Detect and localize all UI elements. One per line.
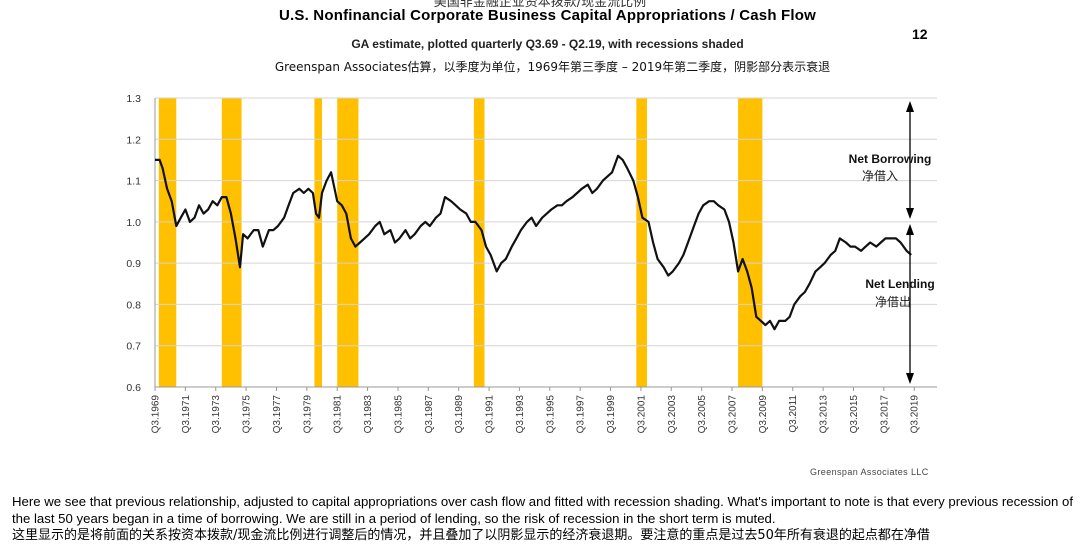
x-tick-label: Q3.1971: [181, 395, 192, 434]
arrow-up-icon: [906, 101, 914, 112]
y-tick-labels: 0.6 0.7 0.8 0.9 1.0 1.1 1.2 1.3: [126, 93, 141, 394]
recession-bands: [158, 98, 763, 387]
x-tick-label: Q3.1995: [545, 395, 556, 434]
x-tick-label: Q3.1989: [454, 395, 465, 434]
recession-band-3: [314, 98, 323, 387]
recession-band-5: [473, 98, 485, 387]
net-borrowing-label-cn: 净借入: [862, 169, 898, 183]
annotations: Net Borrowing 净借入 Net Lending 净借出: [849, 101, 935, 384]
y-tick-label: 1.0: [126, 217, 141, 229]
x-tick-label: Q3.2013: [819, 395, 830, 434]
series-line: [155, 154, 912, 331]
x-tick-label: Q3.2015: [849, 395, 860, 434]
chart-title: U.S. Nonfinancial Corporate Business Cap…: [278, 7, 817, 24]
caption-text: Here we see that previous relationship, …: [12, 494, 1074, 526]
x-tick-label: Q3.2019: [910, 395, 921, 434]
source-credit: Greenspan Associates LLC: [810, 467, 929, 477]
x-tick-label: Q3.1977: [272, 395, 283, 434]
arrow-down-icon: [906, 208, 914, 219]
x-tick-label: Q3.1985: [393, 395, 404, 434]
chart-subtitle: GA estimate, plotted quarterly Q3.69 - Q…: [351, 37, 744, 51]
x-tick-label: Q3.1969: [151, 395, 162, 434]
net-lending-label: Net Lending: [865, 277, 934, 291]
x-tick-labels: Q3.1969 Q3.1971 Q3.1973 Q3.1975 Q3.1977 Q3.19…: [151, 387, 921, 433]
y-tick-label: 0.7: [126, 341, 141, 353]
x-tick-label: Q3.1973: [211, 395, 222, 434]
x-tick-label: Q3.2017: [879, 395, 890, 434]
x-tick-label: Q3.2007: [728, 395, 739, 434]
cn-title: 美国非金融企业资本拨款/现金流比例: [433, 0, 647, 10]
chart-subtitle-cn: Greenspan Associates估算，以季度为单位，1969年第三季度 …: [274, 60, 831, 74]
x-tick-label: Q3.1991: [485, 395, 496, 434]
x-tick-label: Q3.2001: [636, 395, 647, 434]
x-tick-label: Q3.1993: [515, 395, 526, 434]
page-number: 12: [912, 26, 928, 42]
y-tick-label: 1.3: [126, 93, 141, 105]
x-tick-label: Q3.1979: [302, 395, 313, 434]
x-tick-label: Q3.1983: [363, 395, 374, 434]
y-tick-label: 1.1: [126, 176, 141, 188]
net-borrowing-label: Net Borrowing: [849, 152, 932, 166]
arrow-down-icon: [906, 373, 914, 384]
y-tick-label: 0.9: [126, 258, 141, 270]
x-tick-label: Q3.1999: [606, 395, 617, 434]
x-tick-label: Q3.2011: [788, 395, 799, 433]
caption-text-cn: 这里显示的是将前面的关系按资本拨款/现金流比例进行调整后的情况，并且叠加了以阴影…: [12, 528, 930, 543]
y-tick-label: 0.6: [126, 382, 141, 394]
y-tick-label: 1.2: [126, 134, 141, 146]
recession-band-6: [636, 98, 647, 387]
recession-band-7: [738, 98, 763, 387]
x-tick-label: Q3.1975: [242, 395, 253, 434]
axes: [154, 98, 937, 388]
recession-band-1: [158, 98, 177, 387]
recession-band-2: [221, 98, 242, 387]
x-tick-label: Q3.2005: [697, 395, 708, 434]
recession-band-4: [337, 98, 359, 387]
x-tick-label: Q3.1997: [576, 395, 587, 434]
x-tick-label: Q3.1981: [333, 395, 344, 434]
x-tick-label: Q3.2003: [667, 395, 678, 434]
grid-lines: [155, 97, 937, 347]
arrow-up-icon: [906, 224, 914, 235]
y-tick-label: 0.8: [126, 299, 141, 311]
net-lending-label-cn: 净借出: [875, 295, 911, 309]
x-tick-label: Q3.1987: [424, 395, 435, 434]
x-tick-label: Q3.2009: [758, 395, 769, 434]
